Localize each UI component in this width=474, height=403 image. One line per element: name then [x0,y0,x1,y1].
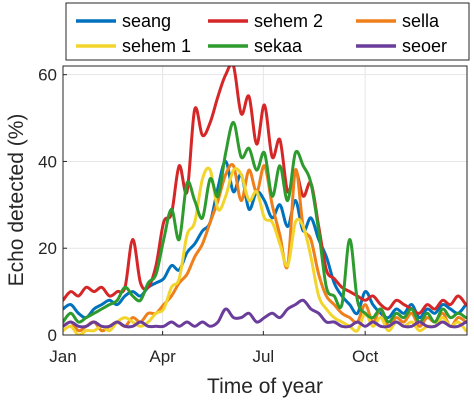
legend-label: seang [122,11,171,31]
legend: seang sehem 2 sella sehem 1 sekaa seoer [65,2,470,61]
series-line-sehem-2 [63,66,467,315]
legend-box [65,2,470,61]
series-line-seoer [63,298,467,329]
series-line-sekaa [63,120,467,324]
y-axis-label: Echo detected (%) [5,114,28,287]
x-axis-label: Time of year [207,375,323,398]
legend-label: sekaa [254,36,303,56]
x-tick-label: Oct [352,347,379,366]
plot-frame [62,65,468,336]
legend-label: seoer [402,36,447,56]
y-tick-label: 20 [38,239,57,258]
y-tick-label: 0 [48,326,57,345]
y-tick-label: 60 [38,66,57,85]
axis-ticks: 0 20 40 60 Jan Apr Jul Oct [38,66,379,366]
x-tick-label: Jul [252,347,274,366]
series-lines [63,66,467,335]
x-tick-label: Apr [149,347,176,366]
legend-label: sella [402,11,440,31]
legend-label: sehem 1 [122,36,191,56]
x-tick-label: Jan [49,347,76,366]
y-tick-label: 40 [38,152,57,171]
legend-label: sehem 2 [254,11,323,31]
